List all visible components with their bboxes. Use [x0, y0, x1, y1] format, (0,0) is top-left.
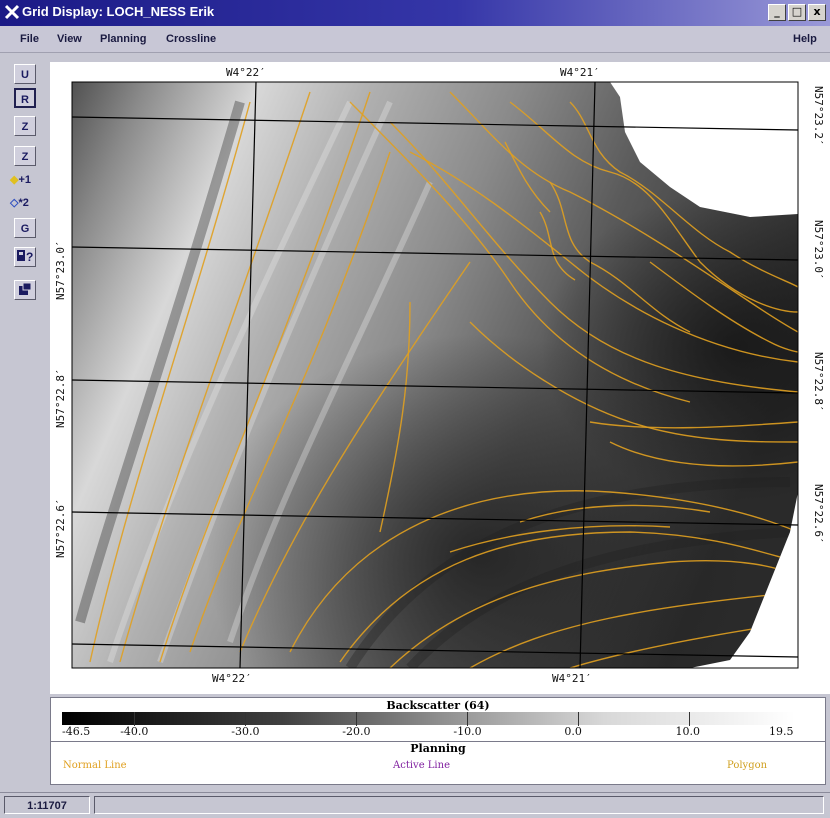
menu-view[interactable]: View [57, 33, 82, 45]
lat-label-left-3: N57°22.6′ [54, 498, 67, 558]
title-bar: Grid Display: LOCH_NESS Erik _ □ x [0, 0, 830, 26]
lat-label-right-1: N57°23.2′ [812, 86, 825, 146]
colorbar-tick-label: -10.0 [453, 725, 482, 738]
tool-zoom-in-button[interactable]: Z [14, 116, 36, 136]
lat-label-right-2: N57°23.0′ [812, 220, 825, 280]
tool-u-button[interactable]: U [14, 64, 36, 84]
maximize-button[interactable]: □ [788, 4, 806, 21]
close-button[interactable]: x [808, 4, 826, 21]
grid-display-map[interactable]: W4°22′ W4°21′ W4°22′ W4°21′ N57°23.0′ N5… [50, 62, 830, 694]
menu-crossline[interactable]: Crossline [166, 33, 217, 45]
colorbar-tick-mark [689, 712, 691, 726]
menu-bar: File View Planning Crossline Help [0, 26, 830, 53]
normal-line-legend: Normal Line [63, 760, 127, 771]
tool-plus1-button[interactable]: ◆+1 [10, 174, 32, 186]
status-message [94, 796, 824, 814]
colorbar-tick-mark [245, 712, 247, 726]
polygon-legend: Polygon [727, 760, 768, 771]
tool-r-button[interactable]: R [14, 88, 36, 108]
colorbar-tick-label: 0.0 [564, 725, 582, 738]
lat-label-right-3: N57°22.8′ [812, 352, 825, 412]
planning-legend-title: Planning [410, 742, 466, 755]
lat-label-left-1: N57°23.0′ [54, 240, 67, 300]
query-icon: ? [17, 250, 33, 264]
colorbar-tick-mark [578, 712, 580, 726]
svg-text:?: ? [26, 250, 33, 264]
depth-contours [89, 91, 798, 668]
colorbar-tick-mark [467, 712, 469, 726]
lon-label-top-left: W4°22′ [226, 66, 266, 79]
survey-coverage [72, 82, 798, 668]
tool-zoom-out-button[interactable]: Z [14, 146, 36, 166]
lat-lon-grid [71, 81, 799, 669]
colorbar-tick-label: -40.0 [120, 725, 149, 738]
colorbar-tick-label: -20.0 [342, 725, 371, 738]
diamond-outline-icon: ◇ [10, 197, 19, 209]
diamond-icon: ◆ [10, 174, 19, 186]
menu-help[interactable]: Help [793, 33, 817, 45]
tool-star2-button[interactable]: ◇*2 [10, 197, 29, 209]
backscatter-legend-title: Backscatter (64) [386, 699, 490, 712]
status-bar: 1:11707 [0, 792, 830, 818]
export-icon [19, 282, 32, 295]
backscatter-grid[interactable] [50, 62, 830, 694]
legend-panel: Backscatter (64) -46.5 -40.0 -30.0 -20.0 -10… [50, 697, 826, 785]
export-button[interactable] [14, 280, 36, 300]
colorbar-tick-label: 19.5 [769, 725, 794, 738]
map-scale: 1:11707 [4, 796, 90, 814]
window-title: Grid Display: LOCH_NESS Erik [22, 4, 215, 19]
minimize-button[interactable]: _ [768, 4, 786, 21]
lon-label-bottom-right: W4°21′ [552, 672, 592, 685]
colorbar-tick-label: -30.0 [231, 725, 260, 738]
backscatter-colorbar [62, 712, 795, 725]
menu-file[interactable]: File [20, 33, 39, 45]
menu-planning[interactable]: Planning [100, 33, 147, 45]
colorbar-tick-mark [134, 712, 136, 726]
lon-label-bottom-left: W4°22′ [212, 672, 252, 685]
app-logo-icon [4, 4, 20, 20]
tool-grid-button[interactable]: G [14, 218, 36, 238]
colorbar-tick-label: -46.5 [62, 725, 91, 738]
lat-label-right-4: N57°22.6′ [812, 484, 825, 544]
colorbar-tick-label: 10.0 [675, 725, 700, 738]
colorbar-tick-mark [356, 712, 358, 726]
lon-label-top-right: W4°21′ [560, 66, 600, 79]
active-line-legend: Active Line [393, 760, 450, 771]
query-button[interactable]: ? [14, 247, 36, 267]
lat-label-left-2: N57°22.8′ [54, 368, 67, 428]
legend-divider [51, 741, 825, 742]
